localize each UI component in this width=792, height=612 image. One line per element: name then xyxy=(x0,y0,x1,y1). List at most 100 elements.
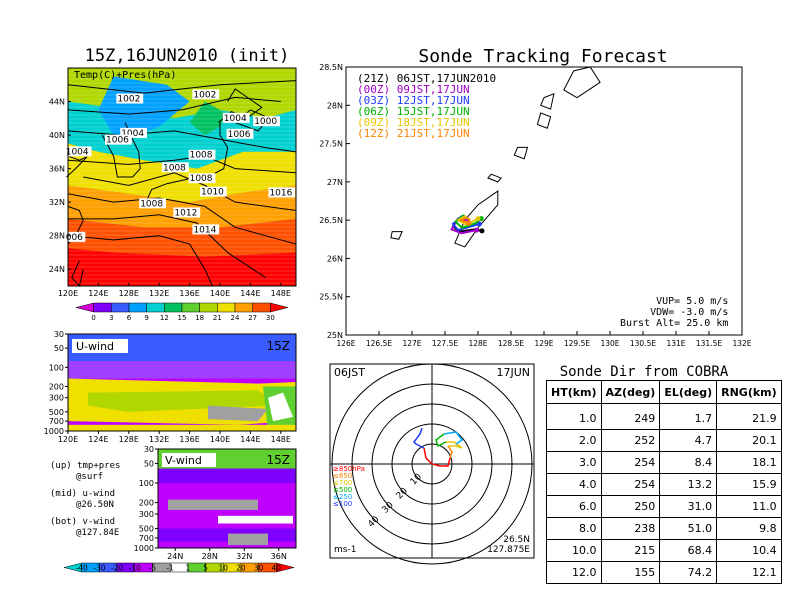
p-tick-label: 500 xyxy=(139,524,154,533)
wind-colorbar-label: -5 xyxy=(149,564,157,573)
cobra-cell: 10.4 xyxy=(716,539,782,562)
pressure-label: 1002 xyxy=(117,95,140,105)
isobar xyxy=(67,96,281,115)
table-row: 3.0 254 8.4 18.1 xyxy=(546,451,782,474)
u-band xyxy=(268,392,293,422)
pressure-label-box xyxy=(188,149,216,160)
temp-colorbar-swatch xyxy=(234,302,253,313)
cobra-cell: 250 xyxy=(600,495,661,518)
lat-tick-label: 28N xyxy=(327,101,343,110)
polar-level-label: ≤850 xyxy=(333,472,352,480)
p-tick-label: 300 xyxy=(49,394,64,403)
lon-tick-label: 140E xyxy=(210,435,230,444)
pressure-label-box xyxy=(116,93,144,104)
cobra-cell: 254 xyxy=(600,473,661,496)
lon-tick-label: 132E xyxy=(149,435,169,444)
cobra-cell: 31.0 xyxy=(659,495,718,518)
cobra-cell: 8.0 xyxy=(546,517,602,540)
lon-tick-label: 129.5E xyxy=(564,339,590,348)
pressure-label: 1006 xyxy=(228,130,251,140)
hodograph-segment xyxy=(443,431,464,445)
temp-colorbar-label: 24 xyxy=(231,314,240,322)
sonde-burst-point xyxy=(476,221,482,227)
pressure-label: 1006 xyxy=(106,136,129,146)
track-legend-entry: (09Z) 18JST,17JUN xyxy=(357,116,470,129)
lon-tick-label: 127.5E xyxy=(432,339,458,348)
pressure-label-box xyxy=(192,224,220,235)
p-tick-label: 100 xyxy=(139,479,154,488)
wind-colorbar-label: 5 xyxy=(203,564,208,573)
wind-colorbar-label: 30 xyxy=(254,564,264,573)
temp-colorbar-label: 12 xyxy=(160,314,169,322)
pressure-label: 1000 xyxy=(254,117,277,127)
temperature-band xyxy=(68,143,296,203)
p-tick-label: 50 xyxy=(54,344,64,353)
u-label-box xyxy=(72,339,128,353)
cobra-cell: 8.4 xyxy=(659,451,718,474)
map-frame xyxy=(67,67,297,287)
track-legend-entry: (21Z) 06JST,17JUN2010 xyxy=(357,72,497,85)
lat-tick-label: 25N xyxy=(327,331,343,340)
wind-colorbar-label: 10 xyxy=(218,564,228,573)
wind-colorbar-label: 20 xyxy=(236,564,246,573)
track-param: Burst Alt= 25.0 km xyxy=(620,318,729,329)
lat-tick-label: 28N xyxy=(202,552,218,561)
lon-tick-label: 136E xyxy=(179,289,199,298)
hodograph-segment xyxy=(435,433,447,448)
hodograph-segment xyxy=(447,445,453,459)
cobra-cell: 20.1 xyxy=(716,429,782,452)
lat-tick-label: 28N xyxy=(49,232,65,241)
isobar xyxy=(67,193,297,245)
p-tick-label: 30 xyxy=(54,330,64,339)
sonde-burst-point xyxy=(479,228,485,234)
coastline xyxy=(71,260,84,288)
u-band xyxy=(68,424,296,431)
island-outline xyxy=(513,146,529,160)
island-outline xyxy=(487,173,502,183)
lon-tick-label: 131E xyxy=(666,339,685,348)
lon-tick-label: 124E xyxy=(88,289,108,298)
wind-colorbar-label: -40 xyxy=(76,564,88,573)
pressure-label: 1004 xyxy=(121,129,144,139)
pressure-label: 1008 xyxy=(190,151,213,161)
polar-time-label: 06JST xyxy=(334,366,365,379)
note-bot2: @127.84E xyxy=(76,528,120,538)
pressure-label-box xyxy=(120,127,147,138)
temp-colorbar-label: 18 xyxy=(195,314,204,322)
pressure-label-box xyxy=(139,198,166,209)
lon-tick-label: 126.5E xyxy=(366,339,392,348)
lon-tick-label: 128.5E xyxy=(498,339,524,348)
cobra-cell: 4.7 xyxy=(659,429,718,452)
pressure-label-box xyxy=(188,173,216,184)
wind-colorbar-label: -1 xyxy=(166,564,174,573)
v-time-label: 15Z xyxy=(267,453,291,467)
pressure-label-box xyxy=(268,187,296,198)
island-outline xyxy=(536,112,552,129)
lon-tick-label: 126E xyxy=(336,339,355,348)
p-tick-label: 30 xyxy=(144,445,154,454)
lat-tick-label: 24N xyxy=(167,552,183,561)
cobra-cell: 9.8 xyxy=(716,517,782,540)
table-row: 10.0 215 68.4 10.4 xyxy=(546,539,782,562)
island-outline xyxy=(390,231,403,240)
lat-tick-label: 44N xyxy=(49,98,65,107)
lon-tick-label: 129E xyxy=(534,339,553,348)
track-legend: (21Z) 06JST,17JUN2010 (00Z) 09JST,17JUN (0… xyxy=(357,73,496,139)
table-row: 8.0 238 51.0 9.8 xyxy=(546,517,782,540)
polar-level-label: ≤100 xyxy=(333,500,352,508)
p-tick-label: 1000 xyxy=(44,427,64,436)
p-tick-label: 300 xyxy=(139,510,154,519)
polar-lat-label: 26.5N xyxy=(503,535,530,545)
cobra-cell: 10.0 xyxy=(546,539,602,562)
lon-tick-label: 144E xyxy=(240,435,260,444)
polar-level-label: ≤500 xyxy=(333,486,352,494)
pressure-label: 1008 xyxy=(163,163,186,173)
island-outline xyxy=(454,190,499,248)
lon-tick-label: 130.5E xyxy=(630,339,656,348)
pressure-label-box xyxy=(226,128,254,139)
cobra-cell: 1.0 xyxy=(546,403,602,430)
track-legend-entry: (12Z) 21JST,17JUN xyxy=(357,127,470,140)
